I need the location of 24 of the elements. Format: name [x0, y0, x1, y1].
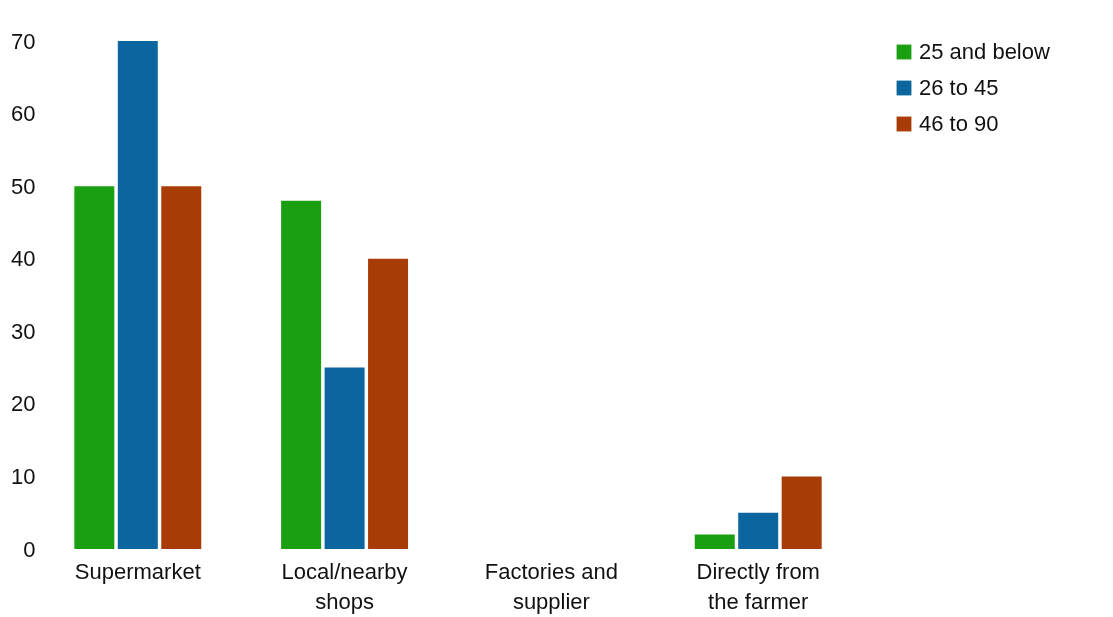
bar — [738, 512, 779, 549]
y-tick-label: 40 — [11, 246, 36, 272]
bar — [781, 476, 822, 549]
y-tick-label: 30 — [11, 318, 36, 344]
y-tick-label: 50 — [11, 173, 36, 199]
bar — [117, 41, 158, 549]
y-tick-label: 20 — [11, 391, 36, 417]
bar — [324, 367, 365, 549]
bar — [161, 186, 202, 549]
x-tick-label: Directly from the farmer — [696, 558, 820, 614]
bar — [281, 200, 322, 549]
x-tick-label: Factories and supplier — [484, 558, 619, 614]
y-tick-label: 60 — [11, 101, 36, 127]
y-tick-label: 70 — [11, 28, 36, 54]
legend-label: 25 and below — [919, 39, 1050, 64]
y-tick-label: 0 — [23, 536, 36, 562]
bar — [368, 258, 409, 549]
legend-label: 46 to 90 — [919, 111, 999, 136]
bar — [74, 186, 115, 549]
x-tick-label: Supermarket — [74, 558, 201, 584]
y-tick-label: 10 — [11, 463, 36, 489]
x-tick-label: Local/nearby shops — [281, 558, 408, 614]
bar — [694, 534, 735, 549]
legend-label: 26 to 45 — [919, 75, 999, 100]
